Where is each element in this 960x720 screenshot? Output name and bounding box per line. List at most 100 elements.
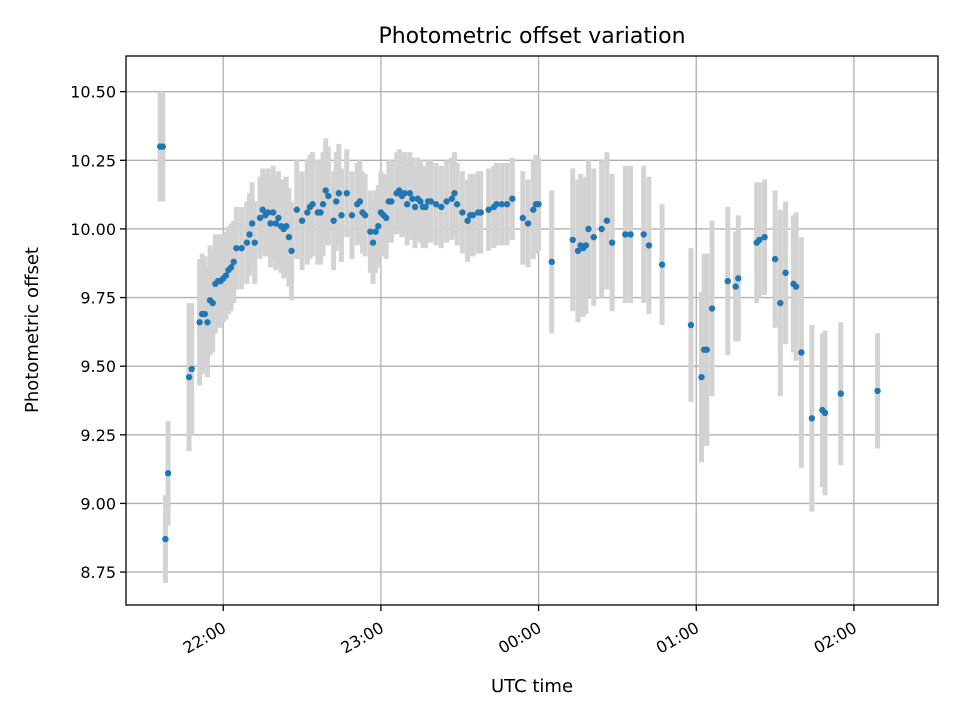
data-point [569,236,576,244]
data-point [409,195,416,202]
data-point [477,209,484,216]
data-point [598,225,605,233]
data-point [322,187,329,194]
data-point [698,373,705,381]
y-tick-label: 8.75 [80,563,116,582]
data-point [535,201,542,208]
data-point [761,233,768,241]
data-point [243,239,251,246]
data-point [369,239,377,246]
data-point [640,231,647,238]
data-point [233,244,240,252]
y-axis: 8.75 9.00 9.25 9.50 9.75 10.00 10.25 10.50 [70,83,126,582]
data-point [396,187,403,194]
data-point [246,231,253,238]
data-point [422,203,429,211]
data-point [304,209,311,216]
data-point [222,272,230,279]
data-point [821,409,829,417]
data-point [201,310,209,318]
data-point [608,239,616,246]
data-point [798,349,805,356]
data-point [283,222,290,230]
data-point [590,233,597,241]
data-point [348,212,356,219]
data-point [503,201,511,208]
data-point [464,217,471,224]
data-point [267,220,274,227]
data-point [209,299,216,307]
data-point [367,228,374,235]
data-point [777,299,784,307]
x-tick-label: 23:00 [337,618,386,658]
data-point [574,247,582,255]
data-point [227,264,235,271]
data-point [792,283,800,290]
data-point [259,206,266,213]
data-point [459,209,466,216]
data-point [196,319,203,326]
y-tick-label: 9.00 [80,494,116,513]
data-point [382,214,390,222]
data-point [185,373,193,381]
x-axis: 22:00 23:00 00:00 01:00 02:00 [180,605,860,658]
data-point [493,201,500,208]
y-tick-label: 9.75 [80,289,116,308]
data-point [735,275,742,282]
data-point [509,195,516,202]
data-point [238,244,245,252]
data-point [498,201,505,208]
data-point [309,201,316,208]
data-point [335,190,343,197]
data-point [524,220,532,227]
data-point [627,231,634,238]
data-point [530,206,537,213]
data-point [288,247,295,255]
data-point [771,255,779,263]
data-point [272,220,279,227]
data-point [256,214,264,222]
data-point [375,222,382,230]
data-point [874,387,881,395]
data-point [448,195,456,202]
data-point [204,319,211,326]
data-point [159,143,166,150]
data-point [411,203,419,211]
data-point [808,415,816,422]
x-tick-label: 02:00 [810,618,859,658]
data-point [432,201,440,208]
data-point [319,201,327,208]
y-tick-label: 10.25 [70,151,116,170]
data-point [703,346,710,353]
y-tick-label: 9.50 [80,357,116,376]
x-axis-label: UTC time [491,676,573,697]
data-point [230,258,237,266]
data-point [427,198,435,205]
plot-frame [125,55,939,606]
data-point [708,305,716,312]
data-point [453,201,461,208]
data-point [485,206,492,213]
data-point [361,212,369,219]
data-point [469,212,477,219]
data-point [264,209,272,216]
data-point [162,535,169,543]
data-point [343,190,350,197]
data-point [325,192,332,200]
data-point [285,233,293,241]
data-point [333,198,340,205]
data-point [451,190,458,197]
x-tick-label: 00:00 [495,618,544,658]
data-point [403,201,411,208]
data-point [724,277,731,285]
data-point [756,236,763,244]
y-tick-label: 9.25 [80,426,116,445]
data-point [317,209,324,216]
data-point [406,190,414,197]
data-point [519,214,527,222]
data-point [164,470,172,477]
data-point [417,198,424,205]
data-point [388,198,395,205]
data-point [188,365,195,373]
